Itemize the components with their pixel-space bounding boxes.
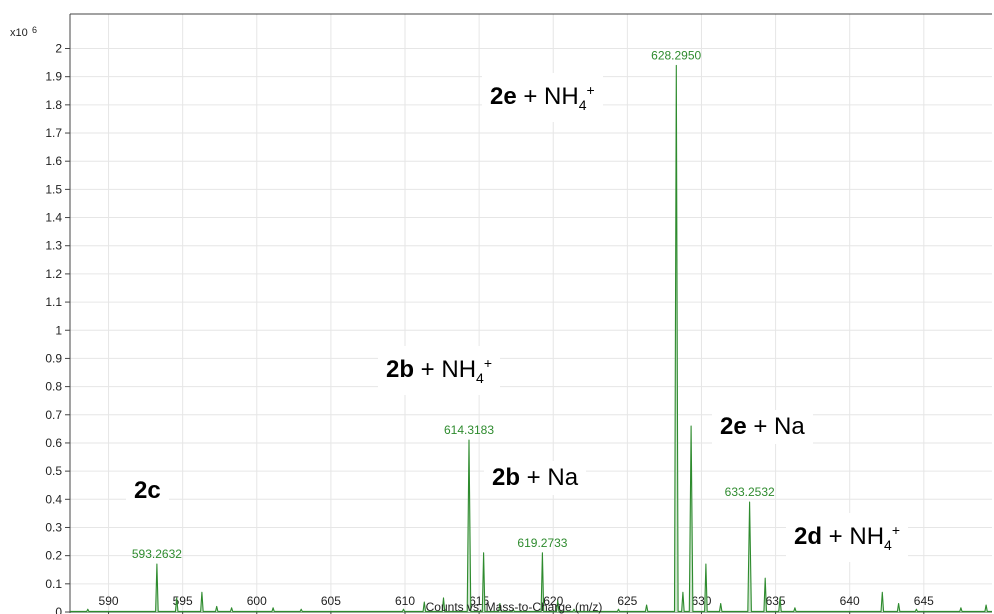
spectrum-peak [718,602,723,613]
x-tick-label: 645 [914,594,934,608]
peak-label: 633.2532 [725,485,775,499]
spectrum-peak [778,597,782,613]
compound-name: 2c [134,477,161,504]
annotation-2d-nh4: 2d + NH4+ [786,513,909,562]
y-tick-label: 1.7 [45,126,62,140]
y-tick-label: 1.1 [45,295,62,309]
spectrum-peak [793,607,797,613]
x-tick-label: 625 [617,594,637,608]
spectrum-peak [688,425,694,613]
spectrum-peak [681,591,685,613]
spectrum-peak [511,608,515,613]
spectrum-peak [673,64,679,613]
y-tick-label: 1.9 [45,70,62,84]
y-tick-label: 1.4 [45,211,62,225]
adduct-text: + Na [520,464,579,491]
spectrum-peak [466,439,472,613]
adduct-superscript: + [483,355,493,371]
y-tick-label: 1.6 [45,154,62,168]
spectrum-peak [422,601,427,613]
y-multiplier: x10 [10,27,28,39]
y-tick-label: 0.4 [45,492,62,506]
y-tick-label: 0.5 [45,464,62,478]
spectrum-peak [747,501,752,613]
y-tick-label: 1.2 [45,267,62,281]
spectrum-peak [498,602,502,613]
adduct-subscript: 4 [476,369,484,386]
spectrum-peak [914,608,919,613]
y-tick-label: 2 [55,42,62,56]
y-tick-label: 0.6 [45,436,62,450]
x-tick-label: 635 [766,594,786,608]
spectrum-peak [481,552,486,613]
y-tick-label: 0.2 [45,549,62,563]
spectrum-peak [880,591,885,613]
spectrum-peak [644,604,649,613]
compound-name: 2d [794,523,823,550]
spectrum-peak [86,608,90,613]
adduct-subscript: 4 [578,96,587,113]
compound-name: 2e [720,413,747,440]
spectrum-peak [200,591,204,613]
y-axis-ticks: 0 0.1 0.2 0.3 0.4 0.5 0.6 0.7 0.8 0.9 1 1.1 1.2 1.3 1.… [45,42,70,614]
compound-name: 2b [492,464,521,491]
y-exponent: 6 [32,25,37,35]
spectrum-peak [441,597,446,613]
spectrum-peak [155,563,159,613]
adduct-superscript: + [891,522,901,538]
adduct-text: + NH [414,356,477,383]
y-tick-label: 0.1 [45,577,62,591]
spectrum-peak [271,607,275,613]
y-tick-label: 1 [55,323,62,337]
spectrum-peak [555,600,560,613]
adduct-superscript: + [586,82,595,98]
peak-labels: 593.2632 614.3183 619.2733 628.2950 633.2532 [132,48,775,561]
y-tick-label: 1.3 [45,239,62,253]
spectrum-peak [174,597,179,613]
spectrum-peak [572,608,576,613]
x-tick-label: 590 [99,594,119,608]
y-tick-label: 0 [55,605,62,614]
adduct-text: + Na [746,413,805,440]
compound-name: 2e [490,83,517,110]
spectrum-peak [763,577,768,613]
spectrum-peak [959,607,963,613]
y-tick-label: 0.8 [45,380,62,394]
annotation-2b-nh4: 2b + NH4+ [378,346,501,395]
peak-label: 614.3183 [444,423,494,437]
spectrum-peak [616,608,621,613]
spectrum-peak [984,604,988,613]
x-tick-label: 610 [395,594,415,608]
y-tick-label: 0.9 [45,351,62,365]
x-tick-label: 600 [247,594,267,608]
x-axis-label: Counts vs. Mass-to-Charge (m/z) [426,600,603,614]
annotation-2c: 2c [126,474,169,508]
spectrum-peak [704,563,708,613]
x-tick-label: 630 [691,594,711,608]
y-tick-label: 1.8 [45,98,62,112]
annotation-2e-na: 2e + Na [712,410,813,444]
peak-label: 619.2733 [517,536,567,550]
peak-label: 628.2950 [651,48,701,62]
y-tick-label: 0.3 [45,520,62,534]
spectrum-peak [896,602,901,613]
spectrum-peak [229,607,234,613]
compound-name: 2b [386,356,415,383]
adduct-text: + NH [516,83,579,110]
annotation-2b-na: 2b + Na [484,461,587,495]
spectrum-peak [401,608,406,613]
peak-label: 593.2632 [132,547,182,561]
y-tick-label: 1.5 [45,182,62,196]
adduct-text: + NH [822,523,885,550]
y-tick-label: 0.7 [45,408,62,422]
adduct-subscript: 4 [884,536,892,553]
spectrum-series [70,64,992,613]
spectrum-peak [299,608,303,613]
x-tick-label: 640 [840,594,860,608]
annotation-2e-nh4: 2e + NH4+ [482,73,603,122]
spectrum-peak [214,605,219,613]
x-tick-label: 605 [321,594,341,608]
spectrum-peak [540,552,545,613]
